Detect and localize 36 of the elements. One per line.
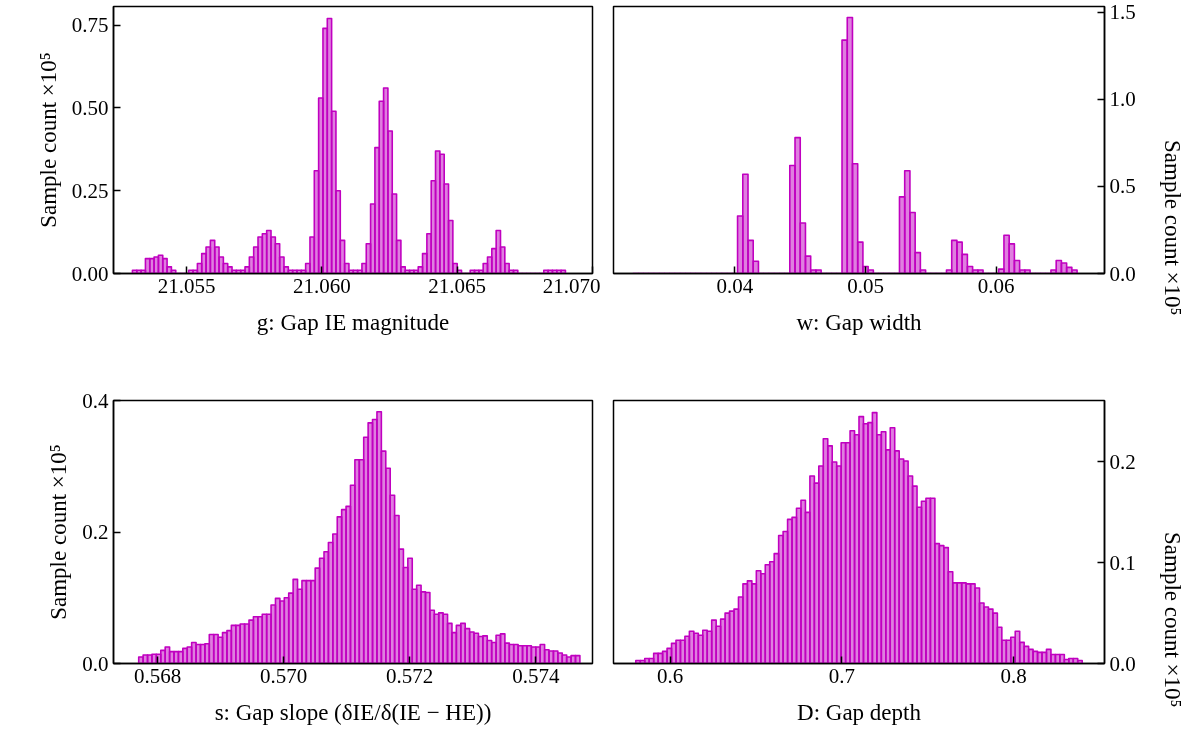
x-axis-title: w: Gap width [796,309,923,335]
x-axis-title: g: Gap IE magnitude [256,309,450,335]
y-axis-title: Sample count ×10⁵ [35,52,61,228]
y-tick-label: 0.5 [1109,174,1136,199]
x-tick-label: 0.05 [847,273,884,298]
y-tick-label: 1.0 [1109,87,1136,112]
y-tick-label: 0.25 [71,178,109,203]
x-tick-label: 0.574 [512,663,560,688]
y-axis-title: Sample count ×10⁵ [46,444,72,620]
y-tick-label: 0.0 [82,651,109,676]
y-tick-label: 0.75 [71,13,109,38]
y-tick-label: 0.00 [71,261,109,286]
x-tick-label: 0.06 [977,273,1015,298]
x-tick-label: 0.8 [1000,663,1027,688]
x-axis-title: s: Gap slope (δIE/δ(IE − HE)) [214,699,492,725]
x-tick-label: 0.04 [716,273,754,298]
x-tick-label: 21.070 [542,273,601,298]
y-tick-label: 0.0 [1109,651,1136,676]
y-tick-label: 0.2 [82,520,109,544]
y-tick-label: 0.4 [82,388,109,413]
x-tick-label: 0.570 [260,663,308,688]
x-tick-label: 21.065 [428,273,487,298]
x-tick-label: 21.055 [157,273,216,298]
y-axis-title: Sample count ×10⁵ [1160,532,1186,708]
x-tick-label: 0.568 [133,663,182,688]
y-axis-title: Sample count ×10⁵ [1160,140,1186,316]
y-tick-label: 0.50 [71,95,109,120]
x-tick-label: 0.7 [828,663,855,688]
x-axis-title: D: Gap depth [797,699,922,725]
x-tick-label: 0.572 [386,663,434,688]
y-tick-label: 0.2 [1109,449,1136,474]
y-tick-label: 0.1 [1109,550,1136,575]
y-tick-label: 1.5 [1109,0,1136,25]
y-tick-label: 0.0 [1109,261,1136,286]
x-tick-label: 0.6 [657,663,684,688]
x-tick-label: 21.060 [293,273,351,298]
